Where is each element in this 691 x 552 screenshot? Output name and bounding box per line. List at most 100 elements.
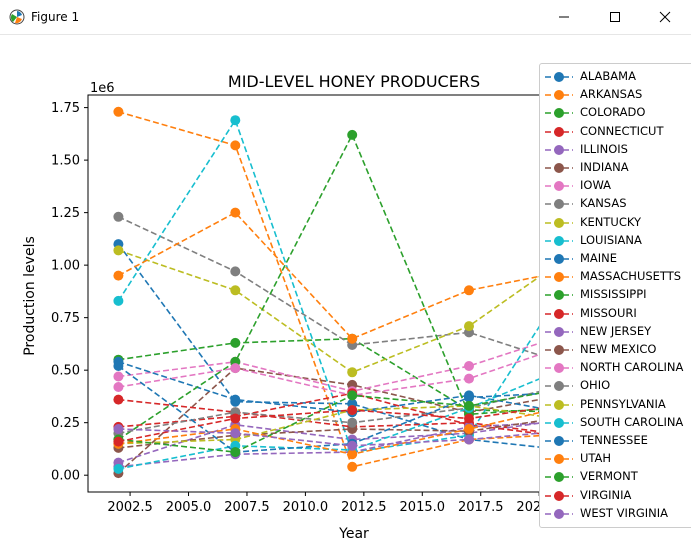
y-tick-label: 1.00	[51, 259, 80, 274]
plot-lines	[113, 106, 591, 479]
data-point	[230, 266, 241, 277]
legend-label: SOUTH CAROLINA	[580, 414, 684, 429]
data-point	[230, 115, 241, 126]
data-point	[464, 434, 474, 445]
series-line	[118, 216, 587, 371]
data-point	[464, 413, 474, 424]
legend-item: VERMONT	[540, 468, 691, 486]
legend-swatch	[545, 454, 573, 465]
legend-label: ARKANSAS	[580, 87, 643, 102]
legend-item: KENTUCKY	[540, 214, 691, 232]
data-point	[347, 405, 358, 416]
y-tick-label: 0.50	[51, 364, 80, 379]
x-tick-label: 2010.0	[283, 500, 329, 515]
legend-item: ALABAMA	[540, 68, 691, 86]
y-tick-label: 0.75	[51, 311, 80, 326]
legend-swatch	[545, 290, 573, 301]
legend-swatch	[545, 490, 573, 501]
legend-item: MASSACHUSETTS	[540, 268, 691, 286]
legend-label: MISSISSIPPI	[580, 287, 647, 302]
legend-item: MISSISSIPPI	[540, 286, 691, 304]
legend-label: MASSACHUSETTS	[580, 269, 682, 284]
data-point	[230, 337, 241, 348]
legend-label: COLORADO	[580, 105, 646, 120]
series-massachusetts	[113, 207, 591, 344]
legend-label: CONNECTICUT	[580, 123, 664, 138]
data-point	[347, 461, 358, 472]
x-tick-label: 2007.5	[224, 500, 270, 515]
legend-swatch	[545, 108, 573, 119]
legend-label: PENNSYLVANIA	[580, 396, 666, 411]
legend-item: NEW MEXICO	[540, 341, 691, 359]
legend-label: VIRGINIA	[580, 487, 632, 502]
legend-label: IOWA	[580, 178, 612, 193]
legend-label: MISSOURI	[580, 305, 637, 320]
data-point	[347, 440, 358, 451]
legend-item: OHIO	[540, 377, 691, 395]
minimize-button[interactable]	[541, 0, 587, 34]
legend-item: LOUISIANA	[540, 232, 691, 250]
y-axis-label: Production levels	[22, 236, 38, 356]
legend-item: IOWA	[540, 177, 691, 195]
y-tick-label: 0.25	[51, 416, 80, 431]
legend-swatch	[545, 72, 573, 82]
data-point	[113, 270, 124, 281]
y-tick-label: 1.50	[51, 154, 80, 169]
legend-item: COLORADO	[540, 104, 691, 122]
data-point	[230, 285, 241, 296]
x-tick-label: 2015.0	[400, 500, 446, 515]
data-point	[347, 333, 358, 344]
x-axis-label: Year	[338, 526, 369, 542]
data-point	[113, 371, 124, 382]
close-button[interactable]	[642, 0, 688, 34]
legend-item: ARKANSAS	[540, 86, 691, 104]
chart-title: MID-LEVEL HONEY PRODUCERS	[228, 72, 480, 91]
data-point	[347, 129, 358, 140]
legend-item: VIRGINIA	[540, 487, 691, 505]
matplotlib-icon	[9, 9, 25, 25]
y-offset-label: 1e6	[90, 81, 115, 96]
legend-label: ALABAMA	[580, 69, 636, 83]
legend-label: NORTH CAROLINA	[580, 360, 684, 375]
legend-swatch	[545, 436, 573, 446]
legend-item: UTAH	[540, 450, 691, 468]
legend-swatch	[545, 90, 573, 101]
legend-item: NEW JERSEY	[540, 323, 691, 341]
legend-swatch	[545, 163, 573, 173]
data-point	[347, 390, 358, 401]
data-point	[113, 361, 124, 371]
legend-swatch	[545, 308, 573, 319]
data-point	[464, 424, 474, 434]
data-point	[347, 367, 358, 378]
data-point	[113, 463, 124, 474]
legend: ALABAMA ARKANSAS COLORADO CONNECTICUT ILLINO…	[539, 63, 691, 528]
window-titlebar: Figure 1	[0, 0, 691, 35]
legend-label: NEW JERSEY	[580, 323, 652, 338]
legend-swatch	[545, 199, 573, 210]
legend-label: UTAH	[580, 451, 612, 466]
legend-item: INDIANA	[540, 159, 691, 177]
data-point	[464, 392, 474, 403]
legend-swatch	[545, 345, 573, 355]
legend-swatch	[545, 508, 573, 519]
series-line	[117, 133, 586, 441]
legend-swatch	[545, 126, 573, 137]
legend-label: ILLINOIS	[580, 141, 628, 156]
legend-swatch	[545, 254, 573, 264]
data-point	[230, 447, 241, 458]
data-point	[230, 363, 241, 374]
legend-swatch	[545, 272, 573, 283]
legend-item: MAINE	[540, 250, 691, 268]
close-icon	[659, 11, 671, 23]
y-tick-label: 0.00	[51, 469, 80, 484]
data-point	[113, 106, 124, 117]
legend-swatch	[545, 472, 573, 483]
maximize-icon	[610, 12, 620, 22]
maximize-button[interactable]	[592, 0, 638, 34]
legend-item: NORTH CAROLINA	[540, 359, 691, 377]
x-tick-label: 2012.5	[341, 500, 387, 515]
legend-label: LOUISIANA	[580, 232, 642, 247]
figure-canvas: MID-LEVEL HONEY PRODUCERS 1e6 Year Produ…	[0, 35, 691, 552]
legend-item: MISSOURI	[540, 305, 691, 323]
data-point	[113, 245, 124, 256]
